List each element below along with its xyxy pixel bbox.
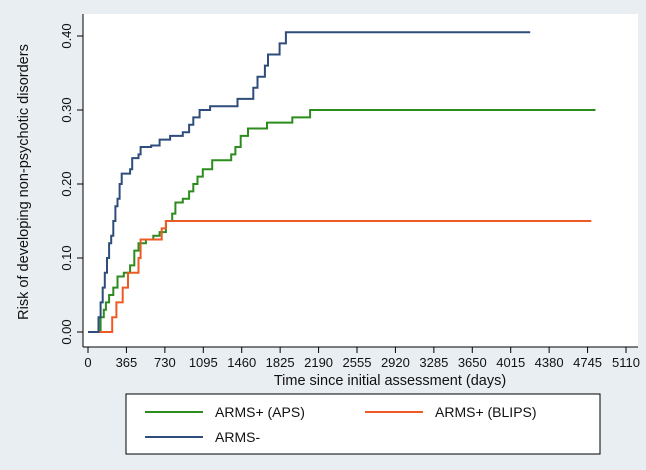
axes bbox=[82, 14, 638, 348]
x-axis-ticks: 0 365 730 1095 1460 1825 2190 2555 2920 3285 3650 4… bbox=[84, 347, 640, 370]
x-tick-label: 730 bbox=[154, 355, 176, 370]
x-tick-label: 365 bbox=[116, 355, 138, 370]
series-line-3 bbox=[88, 31, 531, 333]
y-tick-label: 0.20 bbox=[59, 171, 74, 196]
plot-area bbox=[83, 14, 638, 347]
legend-box bbox=[125, 393, 601, 455]
series-lines bbox=[88, 31, 596, 333]
x-tick-label: 1460 bbox=[227, 355, 256, 370]
x-tick-label: 3650 bbox=[458, 355, 487, 370]
y-tick-label: 0.10 bbox=[59, 245, 74, 270]
y-axis-ticks: 0.00 0.10 0.20 0.30 0.40 bbox=[59, 23, 83, 345]
legend-label-1: ARMS+ (APS) bbox=[215, 404, 305, 420]
x-tick-label: 5110 bbox=[612, 355, 640, 370]
legend-label-2: ARMS+ (BLIPS) bbox=[435, 404, 537, 420]
x-tick-label: 4380 bbox=[535, 355, 564, 370]
y-axis-title: Risk of developing non-psychotic disorde… bbox=[16, 44, 32, 320]
legend: ARMS+ (APS) ARMS+ (BLIPS) ARMS- bbox=[125, 393, 601, 455]
x-tick-label: 2920 bbox=[381, 355, 410, 370]
x-tick-label: 4745 bbox=[573, 355, 602, 370]
x-tick-label: 0 bbox=[84, 355, 91, 370]
series-line-2 bbox=[88, 220, 592, 333]
y-tick-label: 0.30 bbox=[59, 97, 74, 122]
x-tick-label: 2555 bbox=[343, 355, 372, 370]
y-tick-label: 0.40 bbox=[59, 23, 74, 48]
x-tick-label: 2190 bbox=[304, 355, 333, 370]
x-tick-label: 1825 bbox=[266, 355, 295, 370]
legend-label-3: ARMS- bbox=[215, 429, 260, 445]
x-axis-title: Time since initial assessment (days) bbox=[274, 373, 506, 389]
x-tick-label: 3285 bbox=[419, 355, 448, 370]
x-tick-label: 4015 bbox=[496, 355, 525, 370]
y-tick-label: 0.00 bbox=[59, 319, 74, 344]
x-tick-label: 1095 bbox=[189, 355, 218, 370]
